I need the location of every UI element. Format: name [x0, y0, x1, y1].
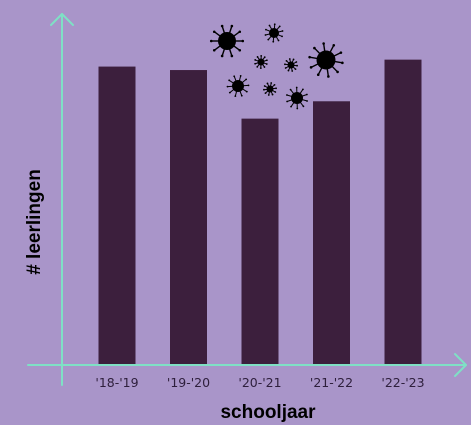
x-tick-label-1: '19-'20 — [167, 375, 210, 390]
virus-icon — [263, 82, 277, 96]
bar-3 — [313, 101, 350, 365]
x-tick-label-3: '21-'22 — [310, 375, 353, 390]
bar-1 — [170, 70, 207, 366]
bars-group — [98, 59, 422, 366]
x-axis-title: schooljaar — [220, 402, 316, 423]
y-axis-title: # leerlingen — [24, 169, 45, 275]
virus-icon — [286, 86, 308, 110]
virus-icon — [308, 42, 344, 78]
x-tick-labels: '18-'19 '19-'20 '20-'21 '21-'22 '22-'23 — [95, 375, 424, 390]
x-axis-arrowhead — [454, 353, 467, 377]
y-axis-arrowhead — [50, 13, 74, 26]
x-tick-label-4: '22-'23 — [381, 375, 424, 390]
x-tick-label-2: '20-'21 — [238, 375, 281, 390]
x-tick-label-0: '18-'19 — [95, 375, 138, 390]
bar-0 — [98, 66, 136, 365]
virus-icon — [209, 24, 245, 58]
virus-icon — [226, 74, 250, 98]
bar-4 — [384, 59, 422, 365]
virus-decoration-group — [209, 23, 344, 110]
virus-icon — [284, 58, 298, 72]
virus-icon — [254, 54, 268, 70]
axes-group — [27, 13, 467, 386]
bar-2 — [241, 118, 279, 365]
virus-icon — [264, 23, 284, 43]
